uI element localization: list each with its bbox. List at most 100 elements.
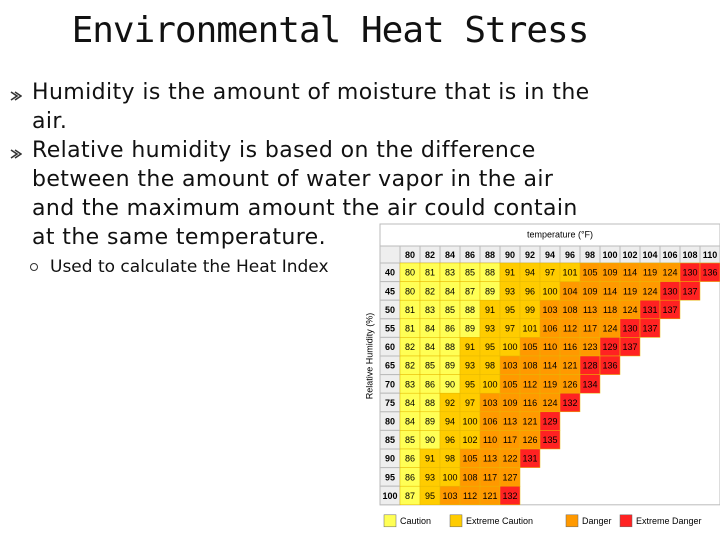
cell-value: 137 — [662, 305, 677, 315]
cell-value: 113 — [583, 305, 597, 315]
row-header: 50 — [385, 305, 395, 315]
cell-value: 86 — [445, 323, 455, 333]
row-header: 60 — [385, 342, 395, 352]
cell — [619, 337, 641, 357]
cell-value: 101 — [562, 268, 577, 278]
cell-value: 131 — [522, 454, 537, 464]
cell-value: 95 — [425, 491, 435, 501]
cell-value: 84 — [405, 416, 415, 426]
cell-value: 100 — [482, 379, 497, 389]
cell-value: 87 — [465, 286, 475, 296]
column-header: 110 — [703, 250, 718, 260]
cell-value: 105 — [582, 268, 597, 278]
cell-value: 94 — [525, 268, 535, 278]
cell — [679, 281, 701, 301]
cell-value: 112 — [523, 379, 537, 389]
cell-value: 124 — [662, 268, 677, 278]
column-header: 84 — [445, 250, 455, 260]
cell-value: 95 — [465, 379, 475, 389]
cell-value: 91 — [485, 305, 495, 315]
cell-value: 119 — [643, 268, 657, 278]
bullet-marker — [10, 149, 22, 159]
cell-value: 106 — [542, 323, 557, 333]
cell-value: 97 — [545, 268, 555, 278]
cell-value: 91 — [505, 268, 515, 278]
cell-value: 82 — [425, 286, 435, 296]
cell-value: 130 — [682, 268, 697, 278]
legend-label: Extreme Caution — [466, 516, 533, 526]
cell-value: 96 — [445, 435, 455, 445]
cell-value: 113 — [483, 454, 497, 464]
cell-value: 108 — [522, 361, 537, 371]
cell-value: 114 — [603, 286, 617, 296]
cell-value: 122 — [502, 454, 517, 464]
cell-value: 86 — [405, 454, 415, 464]
cell-value: 110 — [543, 342, 557, 352]
cell — [699, 262, 720, 282]
cell-value: 109 — [582, 286, 597, 296]
legend-label: Extreme Danger — [636, 516, 702, 526]
cell-value: 91 — [425, 454, 435, 464]
cell-value: 91 — [465, 342, 475, 352]
slide-title: Environmental Heat Stress — [71, 10, 590, 51]
legend-label: Danger — [582, 516, 612, 526]
cell-value: 83 — [405, 379, 415, 389]
cell-value: 119 — [623, 286, 637, 296]
column-title: temperature (°F) — [527, 229, 593, 239]
column-header: 90 — [505, 250, 515, 260]
cell-value: 105 — [522, 342, 537, 352]
cell-value: 109 — [602, 268, 617, 278]
cell-value: 86 — [405, 472, 415, 482]
cell-value: 102 — [462, 435, 477, 445]
legend-label: Caution — [400, 516, 431, 526]
row-header: 90 — [385, 454, 395, 464]
row-header: 45 — [385, 286, 395, 296]
cell-value: 81 — [425, 268, 435, 278]
row-header: 75 — [385, 398, 395, 408]
cell-value: 103 — [542, 305, 557, 315]
cell-value: 114 — [623, 268, 637, 278]
cell-value: 106 — [482, 416, 497, 426]
sub-bullet-text: Used to calculate the Heat Index — [50, 257, 329, 277]
cell-value: 85 — [465, 268, 475, 278]
cell-value: 81 — [405, 323, 415, 333]
cell-value: 82 — [405, 361, 415, 371]
cell-value: 92 — [445, 398, 455, 408]
cell-value: 80 — [405, 286, 415, 296]
cell-value: 103 — [482, 398, 497, 408]
cell-value: 121 — [482, 491, 497, 501]
cell-value: 84 — [405, 398, 415, 408]
cell-value: 109 — [502, 398, 517, 408]
cell-value: 83 — [445, 268, 455, 278]
cell-value: 108 — [462, 472, 477, 482]
cell-value: 84 — [425, 323, 435, 333]
column-header: 100 — [602, 250, 617, 260]
cell — [499, 485, 521, 506]
cell-value: 105 — [462, 454, 477, 464]
cell-value: 124 — [642, 286, 657, 296]
cell-value: 137 — [682, 286, 697, 296]
cell-value: 121 — [562, 361, 577, 371]
column-header: 86 — [465, 250, 475, 260]
cell-value: 86 — [425, 379, 435, 389]
cell-value: 117 — [483, 472, 497, 482]
cell-value: 89 — [445, 361, 455, 371]
cell-value: 136 — [602, 361, 617, 371]
cell-value: 89 — [465, 323, 475, 333]
cell-value: 129 — [602, 342, 617, 352]
cell-value: 89 — [425, 416, 435, 426]
cell-value: 83 — [425, 305, 435, 315]
cell-value: 134 — [582, 379, 597, 389]
cell-value: 93 — [485, 323, 495, 333]
cell-value: 113 — [503, 416, 517, 426]
cell-value: 93 — [505, 286, 515, 296]
cell-value: 121 — [522, 416, 537, 426]
row-header: 40 — [385, 268, 395, 278]
cell-value: 84 — [425, 342, 435, 352]
cell-value: 130 — [622, 323, 637, 333]
cell-value: 88 — [445, 342, 455, 352]
cell-value: 85 — [445, 305, 455, 315]
cell-value: 129 — [542, 416, 557, 426]
cell-value: 132 — [562, 398, 577, 408]
